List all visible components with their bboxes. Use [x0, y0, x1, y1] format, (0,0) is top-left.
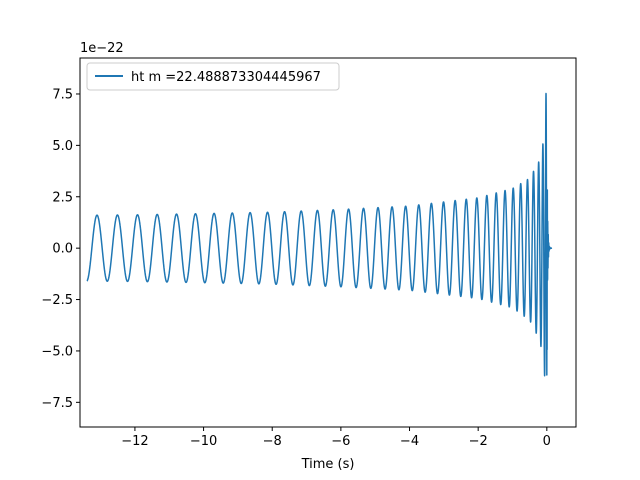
series-line-ht — [86, 92, 553, 377]
y-tick-label: −2.5 — [41, 293, 73, 308]
x-tick-label: −4 — [400, 434, 419, 449]
y-tick-label: 7.5 — [52, 87, 73, 102]
series-layer — [86, 92, 553, 377]
legend-box — [86, 62, 340, 91]
y-axis-ticks: −7.5 −5.0 −2.5 0.0 2.5 5.0 7.5 — [41, 87, 80, 411]
x-tick-label: −12 — [121, 434, 148, 449]
legend: ht m =22.488873304445967 — [86, 62, 340, 91]
x-tick-label: −10 — [190, 434, 217, 449]
x-tick-label: −8 — [263, 434, 282, 449]
x-axis-label: Time (s) — [301, 457, 355, 472]
x-tick-label: −6 — [331, 434, 350, 449]
y-tick-label: 2.5 — [52, 190, 73, 205]
x-axis-ticks: −12 −10 −8 −6 −4 −2 0 — [121, 427, 551, 449]
y-tick-label: −7.5 — [41, 396, 73, 411]
y-tick-label: 0.0 — [52, 242, 73, 257]
legend-entry-label: ht m =22.488873304445967 — [131, 70, 321, 85]
y-tick-label: −5.0 — [41, 344, 73, 359]
x-tick-label: −2 — [469, 434, 488, 449]
y-tick-label: 5.0 — [52, 139, 73, 154]
y-offset-text: 1e−22 — [80, 41, 124, 56]
x-tick-label: 0 — [543, 434, 551, 449]
plot-frame — [79, 57, 577, 428]
plot-area — [80, 58, 576, 427]
